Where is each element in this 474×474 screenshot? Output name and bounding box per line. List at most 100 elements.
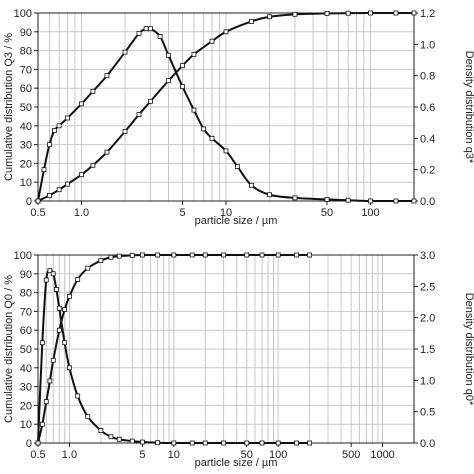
data-point xyxy=(180,84,185,90)
data-point xyxy=(53,287,59,292)
data-point xyxy=(62,340,68,346)
y-right-tick-label: 0.4 xyxy=(420,133,435,145)
x-tick-label: 0.5 xyxy=(30,449,45,461)
data-point xyxy=(56,187,62,193)
y-left-tick-label: 10 xyxy=(20,177,32,189)
y-right-tick-label: 1.0 xyxy=(420,375,435,387)
data-point xyxy=(171,440,177,446)
data-point xyxy=(67,293,72,299)
data-point xyxy=(108,434,114,440)
y-right-tick-label: 0.6 xyxy=(420,102,435,114)
data-point xyxy=(259,252,265,258)
data-point xyxy=(259,440,265,446)
data-point xyxy=(79,101,84,107)
data-point xyxy=(393,198,399,204)
data-point xyxy=(235,164,240,169)
y-left-tick-label: 30 xyxy=(20,140,32,152)
data-point xyxy=(171,252,177,258)
data-point xyxy=(249,182,254,188)
y-left-tick-label: 90 xyxy=(20,269,32,281)
y-right-tick-label: 0.0 xyxy=(420,438,435,450)
data-point xyxy=(292,11,298,17)
data-point xyxy=(35,440,41,446)
data-point xyxy=(201,126,207,132)
data-point xyxy=(35,198,41,204)
y-right-tick-label: 1.2 xyxy=(420,8,435,20)
data-point xyxy=(244,252,250,258)
y-left-tick-label: 40 xyxy=(20,363,32,375)
data-point xyxy=(139,439,145,445)
data-point xyxy=(294,440,299,446)
data-point xyxy=(129,252,135,258)
x-axis-label: particle size / µm xyxy=(195,457,278,469)
data-point xyxy=(75,393,81,399)
chart-panel-1: 0 10 20 30 40 50 60 70 80 90 100 0.0 0.2 0.4 0.6 0.8 1.0… xyxy=(3,8,474,227)
y-left-axis-label: Cumulative distribution Q0 / % xyxy=(3,275,15,423)
y-left-tick-label: 100 xyxy=(14,8,32,20)
data-point xyxy=(47,378,53,384)
x-tick-label: 50 xyxy=(321,207,333,219)
data-point xyxy=(39,340,45,346)
data-point xyxy=(90,88,96,94)
data-point xyxy=(368,198,373,204)
y-right-tick-label: 2.5 xyxy=(420,281,435,293)
data-point xyxy=(189,252,195,258)
x-tick-label: 50 xyxy=(241,449,253,461)
x-tick-label: 100 xyxy=(361,207,379,219)
y-right-tick-label: 0.5 xyxy=(420,407,435,419)
x-tick-label: 100 xyxy=(269,449,287,461)
y-left-tick-label: 70 xyxy=(20,306,32,318)
data-point xyxy=(275,252,281,258)
data-point xyxy=(67,365,72,371)
x-tick-label: 5 xyxy=(179,207,185,219)
data-point xyxy=(191,51,197,57)
y-left-tick-label: 40 xyxy=(20,121,32,133)
y-left-tick-label: 0 xyxy=(26,196,32,208)
y-right-tick-label: 0.0 xyxy=(420,196,435,208)
data-point xyxy=(52,128,57,133)
data-point xyxy=(267,14,272,20)
data-point xyxy=(249,19,254,24)
x-tick-label: 5 xyxy=(139,449,145,461)
y-left-tick-label: 10 xyxy=(20,419,32,431)
x-axis-label: particle size / µm xyxy=(195,215,278,227)
data-point xyxy=(47,192,52,198)
data-point xyxy=(244,440,250,446)
data-point xyxy=(157,34,163,39)
y-left-tick-label: 60 xyxy=(20,83,32,95)
data-point xyxy=(50,271,56,277)
y-right-axis-label: Density distribution q0* xyxy=(463,293,474,406)
data-point xyxy=(155,252,161,258)
data-point xyxy=(75,277,81,282)
x-tick-label: 0.5 xyxy=(30,207,45,219)
data-point xyxy=(324,197,330,202)
y-left-tick-label: 50 xyxy=(20,344,32,356)
data-point xyxy=(202,252,208,258)
x-tick-label: 500 xyxy=(342,449,360,461)
x-tick-label: 1.0 xyxy=(74,207,89,219)
data-point xyxy=(191,107,197,113)
data-point xyxy=(79,172,84,178)
data-point xyxy=(324,10,330,16)
data-point xyxy=(166,78,171,84)
data-point xyxy=(104,149,110,155)
data-point xyxy=(122,49,128,55)
y-right-tick-label: 1.5 xyxy=(420,344,435,356)
data-point xyxy=(85,265,91,271)
y-left-tick-label: 30 xyxy=(20,382,32,394)
data-point xyxy=(47,142,52,148)
data-point xyxy=(122,129,128,134)
y-right-tick-label: 0.2 xyxy=(420,165,435,177)
x-tick-label: 10 xyxy=(168,449,180,461)
y-right-axis-label: Density distribution q3* xyxy=(463,51,474,164)
data-point xyxy=(148,26,153,32)
chart-panel-2: 0 10 20 30 40 50 60 70 80 90 100 0.0 0.5 1.0 1.5 2.0 2.5… xyxy=(3,250,474,469)
data-point xyxy=(180,63,185,69)
data-point xyxy=(50,357,56,363)
data-point xyxy=(98,258,104,264)
y-left-tick-label: 70 xyxy=(20,64,32,76)
data-point xyxy=(136,30,142,36)
x-tick-label: 1000 xyxy=(370,449,394,461)
data-point xyxy=(202,440,208,446)
